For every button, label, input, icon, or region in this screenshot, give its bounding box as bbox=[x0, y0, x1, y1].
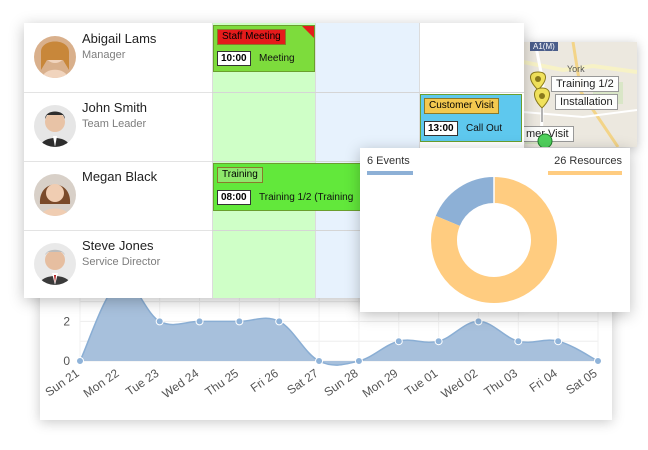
resource-row[interactable]: Abigail Lams Manager bbox=[24, 23, 212, 93]
event-staff-meeting[interactable]: Staff Meeting 10:00 Meeting bbox=[213, 25, 315, 72]
x-tick-label: Wed 24 bbox=[160, 366, 202, 401]
data-point[interactable] bbox=[474, 317, 483, 326]
event-time: 08:00 bbox=[217, 190, 251, 205]
event-time: 10:00 bbox=[217, 51, 251, 66]
data-point[interactable] bbox=[354, 357, 363, 365]
resource-name: John Smith bbox=[82, 100, 148, 115]
map-pin-icon[interactable] bbox=[537, 133, 553, 147]
map-label-installation[interactable]: Installation bbox=[555, 94, 618, 110]
event-text: Meeting bbox=[259, 53, 295, 64]
data-point[interactable] bbox=[554, 337, 563, 346]
x-tick-label: Thu 03 bbox=[481, 366, 520, 399]
x-tick-label: Wed 02 bbox=[438, 366, 480, 401]
data-point[interactable] bbox=[235, 317, 244, 326]
x-tick-label: Mon 22 bbox=[81, 366, 122, 401]
avatar bbox=[34, 36, 76, 78]
event-tag: Staff Meeting bbox=[217, 29, 286, 45]
map-label-training[interactable]: Training 1/2 bbox=[551, 76, 619, 92]
y-tick-label: 2 bbox=[63, 314, 70, 328]
data-point[interactable] bbox=[434, 337, 443, 346]
resource-name: Abigail Lams bbox=[82, 31, 157, 46]
resource-name: Steve Jones bbox=[82, 238, 154, 253]
resource-role: Team Leader bbox=[82, 118, 147, 130]
avatar bbox=[34, 243, 76, 285]
x-tick-label: Fri 26 bbox=[248, 366, 281, 395]
avatar bbox=[34, 105, 76, 147]
event-text: Call Out bbox=[466, 123, 503, 134]
donut-slice-resources[interactable] bbox=[431, 177, 557, 303]
x-tick-label: Tue 01 bbox=[402, 366, 441, 399]
data-point[interactable] bbox=[195, 317, 204, 326]
donut-chart-card: 6 Events 26 Resources bbox=[360, 148, 630, 312]
row-divider bbox=[212, 92, 524, 93]
x-tick-label: Mon 29 bbox=[360, 366, 401, 401]
map-pins bbox=[530, 71, 553, 147]
corner-flag-icon bbox=[302, 26, 314, 38]
x-tick-label: Sun 21 bbox=[43, 366, 82, 399]
event-tag: Customer Visit bbox=[424, 98, 499, 114]
y-tick-label: 0 bbox=[63, 354, 70, 368]
data-point[interactable] bbox=[315, 357, 324, 365]
legend-events-swatch bbox=[367, 171, 413, 175]
x-tick-label: Sat 05 bbox=[563, 366, 600, 398]
data-point[interactable] bbox=[594, 357, 602, 365]
map-pin-icon[interactable] bbox=[534, 87, 550, 122]
town-label: York bbox=[567, 64, 585, 74]
donut-chart bbox=[431, 177, 557, 303]
x-tick-label: Sat 27 bbox=[284, 366, 321, 398]
resource-role: Service Director bbox=[82, 256, 161, 268]
x-tick-label: Sun 28 bbox=[321, 366, 360, 399]
resource-row[interactable]: John Smith Team Leader bbox=[24, 92, 212, 162]
resource-name: Megan Black bbox=[82, 169, 158, 184]
road-label: A1(M) bbox=[530, 42, 558, 51]
event-training[interactable]: Training 08:00 Training 1/2 (Training bbox=[213, 163, 363, 211]
x-tick-label: Tue 23 bbox=[123, 366, 162, 399]
donut-slice-events[interactable] bbox=[435, 177, 495, 227]
legend-resources[interactable]: 26 Resources bbox=[554, 155, 622, 167]
event-time: 13:00 bbox=[424, 121, 458, 136]
data-point[interactable] bbox=[76, 357, 84, 365]
legend-events[interactable]: 6 Events bbox=[367, 155, 410, 167]
resource-row[interactable]: Megan Black bbox=[24, 161, 212, 231]
event-tag: Training bbox=[217, 167, 263, 183]
data-point[interactable] bbox=[394, 337, 403, 346]
map-pin-icon[interactable] bbox=[530, 71, 546, 104]
event-customer-visit[interactable]: Customer Visit 13:00 Call Out bbox=[420, 94, 522, 142]
resource-row[interactable]: Steve Jones Service Director bbox=[24, 230, 212, 298]
data-point[interactable] bbox=[275, 317, 284, 326]
legend-resources-swatch bbox=[548, 171, 622, 175]
area-series-fill bbox=[80, 280, 598, 366]
data-point[interactable] bbox=[514, 337, 523, 346]
map-view[interactable]: A1(M) York Training 1/2 Installation mer… bbox=[523, 42, 637, 147]
avatar bbox=[34, 174, 76, 216]
x-tick-label: Thu 25 bbox=[202, 366, 241, 399]
resource-role: Manager bbox=[82, 49, 126, 61]
x-tick-label: Fri 04 bbox=[527, 366, 560, 395]
event-text: Training 1/2 (Training bbox=[259, 192, 354, 203]
data-point[interactable] bbox=[155, 317, 164, 326]
